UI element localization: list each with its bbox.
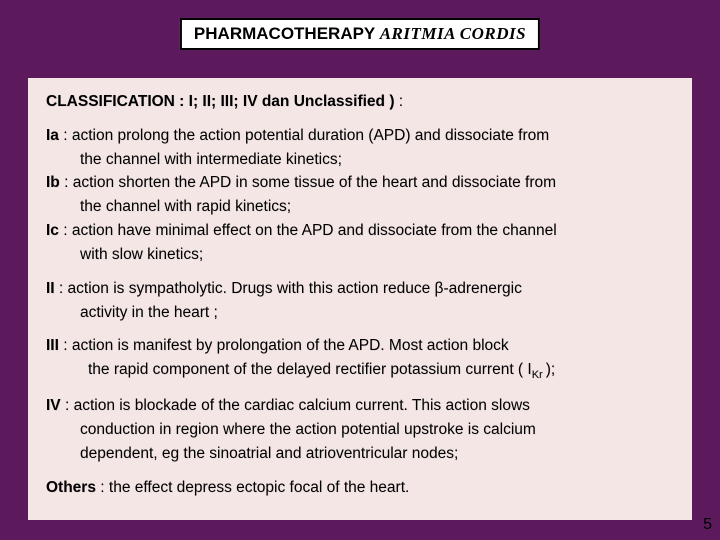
ikr-sub: Kr: [532, 369, 546, 381]
class-ib-line1: Ib : action shorten the APD in some tiss…: [46, 173, 676, 193]
classification-label: CLASSIFICATION : I; II; III; IV dan Uncl…: [46, 93, 395, 110]
ic-text1: : action have minimal effect on the APD …: [59, 222, 557, 239]
iii-text2b: );: [546, 361, 555, 378]
title-box: PHARMACOTHERAPY ARITMIA CORDIS: [180, 18, 540, 50]
class-ii-line1: II : action is sympatholytic. Drugs with…: [46, 279, 676, 299]
ib-text1: : action shorten the APD in some tissue …: [60, 174, 556, 191]
class-ic-line2: with slow kinetics;: [46, 245, 676, 265]
title-part2: ARITMIA CORDIS: [380, 24, 526, 43]
ii-text1b: -adrenergic: [443, 280, 521, 297]
class-iv-line3: dependent, eg the sinoatrial and atriove…: [46, 444, 676, 464]
class-iii-line2: the rapid component of the delayed recti…: [46, 360, 676, 382]
class-ia-line2: the channel with intermediate kinetics;: [46, 150, 676, 170]
others-label: Others: [46, 479, 96, 496]
ii-label: II: [46, 280, 59, 297]
class-ib-line2: the channel with rapid kinetics;: [46, 197, 676, 217]
iv-text1: : action is blockade of the cardiac calc…: [61, 397, 530, 414]
ia-label: Ia: [46, 127, 59, 144]
classification-line: CLASSIFICATION : I; II; III; IV dan Uncl…: [46, 92, 676, 112]
ib-label: Ib: [46, 174, 60, 191]
ic-label: Ic: [46, 222, 59, 239]
iv-label: IV: [46, 397, 61, 414]
class-ii-line2: activity in the heart ;: [46, 303, 676, 323]
iii-text1: : action is manifest by prolongation of …: [59, 337, 509, 354]
iii-label: III: [46, 337, 59, 354]
class-iii-line1: III : action is manifest by prolongation…: [46, 336, 676, 356]
content-panel: CLASSIFICATION : I; II; III; IV dan Uncl…: [28, 78, 692, 520]
title-part1: PHARMACOTHERAPY: [194, 24, 380, 43]
others-line: Others : the effect depress ectopic foca…: [46, 478, 676, 498]
page-number: 5: [703, 516, 712, 534]
class-iv-line1: IV : action is blockade of the cardiac c…: [46, 396, 676, 416]
class-ia-line1: Ia : action prolong the action potential…: [46, 126, 676, 146]
others-text: : the effect depress ectopic focal of th…: [96, 479, 409, 496]
classification-trail: :: [395, 93, 404, 110]
class-ic-line1: Ic : action have minimal effect on the A…: [46, 221, 676, 241]
ii-text1a: : action is sympatholytic. Drugs with th…: [59, 280, 435, 297]
ia-text1: : action prolong the action potential du…: [59, 127, 549, 144]
class-iv-line2: conduction in region where the action po…: [46, 420, 676, 440]
iii-text2a: the rapid component of the delayed recti…: [88, 361, 532, 378]
